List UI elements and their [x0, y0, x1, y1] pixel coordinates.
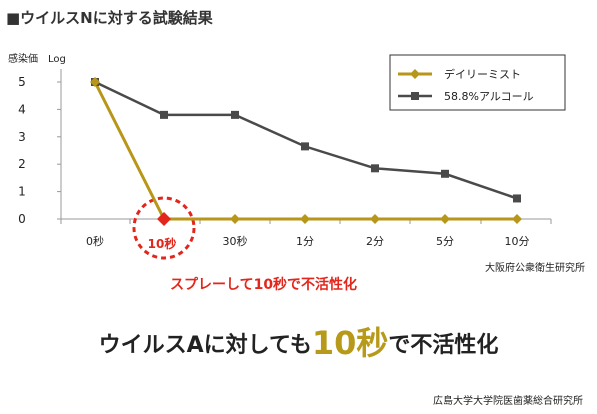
- series-2-point: [513, 194, 521, 203]
- series-2-point: [301, 142, 309, 151]
- y-tick-label: 4: [18, 102, 26, 116]
- series-2-point: [160, 110, 168, 119]
- headline: ウイルスAに対しても10秒で不活性化: [0, 318, 597, 364]
- legend-swatch-marker: [410, 69, 420, 79]
- y-tick-label: 3: [18, 130, 26, 144]
- headline-prefix: ウイルスAに対しても: [98, 333, 312, 358]
- series-1-point: [370, 214, 380, 224]
- x-tick-labels: 0秒 10秒 30秒 1分 2分 5分 10分: [86, 196, 530, 260]
- headline-suffix: で不活性化: [388, 333, 499, 358]
- series-points: [90, 77, 522, 226]
- x-tick-label-highlight: 10秒: [148, 236, 177, 251]
- series-1-point: [512, 214, 522, 224]
- legend-swatch-marker: [411, 92, 419, 100]
- legend-label: 58.8%アルコール: [444, 90, 534, 103]
- x-tick-label: 5分: [436, 235, 454, 248]
- series-1-point: [230, 214, 240, 224]
- y-tick-labels: 0 1 2 3 4 5: [18, 75, 26, 226]
- highlight-annotation: スプレーして10秒で不活性化: [170, 277, 358, 293]
- page-header: ■ウイルスNに対する試験結果: [6, 9, 213, 27]
- y-tick-label: 0: [18, 212, 26, 226]
- series-2-point: [371, 164, 379, 173]
- y-tick-label: 1: [18, 185, 26, 199]
- source-credit-top: 大阪府公衆衛生研究所: [485, 263, 585, 274]
- series-1-point: [440, 214, 450, 224]
- y-tick-label: 5: [18, 75, 26, 89]
- source-credit-bottom: 広島大学大学院医歯薬総合研究所: [433, 396, 583, 407]
- x-tick-label: 30秒: [223, 234, 248, 248]
- x-tick-label: 0秒: [86, 234, 104, 248]
- x-tick-label: 2分: [366, 235, 384, 248]
- x-tick-label: 10分: [505, 235, 530, 248]
- series-2-point: [441, 169, 449, 178]
- series-1-point: [300, 214, 310, 224]
- highlight-circle: [132, 196, 196, 260]
- x-tick-label: 1分: [296, 235, 314, 248]
- y-axis-label: 感染価 Log: [8, 54, 66, 65]
- chart: 0 1 2 3 4 5 0秒 10秒 30秒 1分 2分 5分 10分 デイリーミスト 58.8%アルコ…: [18, 54, 566, 260]
- series-1-point-highlight: [157, 212, 171, 226]
- headline-emphasis: 10秒: [311, 324, 389, 362]
- series-2-point: [231, 110, 239, 119]
- series-1-point: [90, 77, 100, 87]
- legend-label: デイリーミスト: [444, 67, 521, 81]
- legend-box: [389, 54, 566, 111]
- y-tick-label: 2: [18, 157, 26, 171]
- legend: デイリーミスト 58.8%アルコール: [389, 54, 566, 111]
